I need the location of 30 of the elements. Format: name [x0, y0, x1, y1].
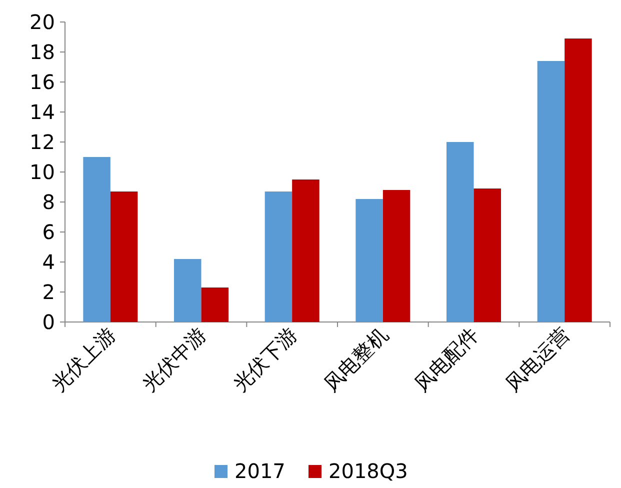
bar [110, 192, 138, 322]
x-tick-label: 风电运营 [500, 322, 574, 396]
bar [174, 259, 202, 322]
legend-label: 2018Q3 [328, 459, 408, 483]
y-tick-label: 8 [42, 190, 55, 214]
y-tick-label: 6 [42, 220, 55, 244]
y-tick-label: 12 [30, 130, 55, 154]
bar [264, 192, 292, 322]
x-tick-label: 光伏下游 [228, 322, 302, 396]
x-tick-label: 光伏中游 [137, 322, 211, 396]
y-tick-label: 4 [42, 250, 55, 274]
x-tick-label: 风电配件 [410, 322, 484, 396]
y-tick-label: 18 [30, 40, 55, 64]
y-tick-label: 20 [30, 10, 55, 34]
y-tick-label: 2 [42, 280, 55, 304]
y-tick-label: 14 [30, 100, 55, 124]
bar [83, 157, 110, 322]
x-tick-label: 风电整机 [318, 322, 392, 396]
legend-label: 2017 [234, 459, 286, 483]
bar [537, 61, 565, 322]
bar [382, 190, 410, 322]
y-tick-label: 10 [30, 160, 55, 184]
bar [474, 188, 501, 322]
bar [446, 142, 474, 322]
y-tick-label: 0 [42, 310, 55, 334]
bar [564, 38, 592, 322]
bar [292, 180, 320, 322]
y-tick-label: 16 [30, 70, 55, 94]
bar [356, 199, 383, 322]
bar [201, 288, 228, 322]
